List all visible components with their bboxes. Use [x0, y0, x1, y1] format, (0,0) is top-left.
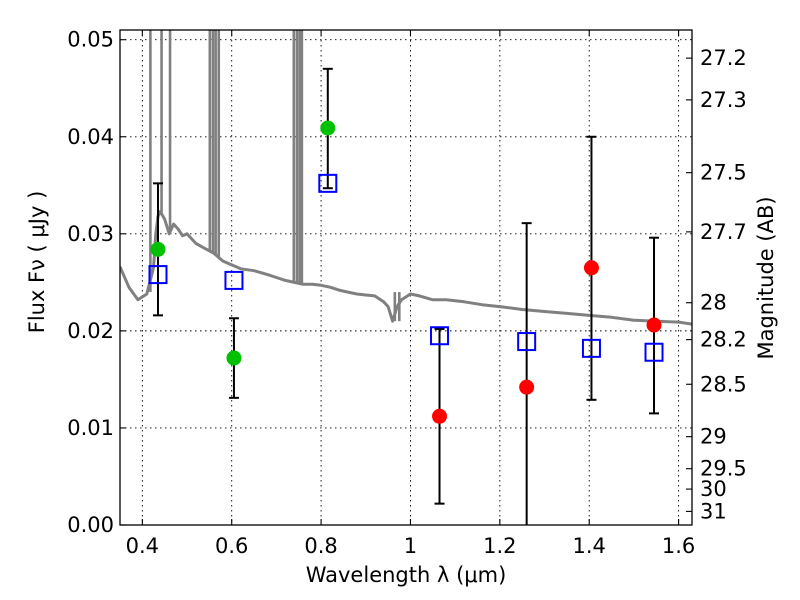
y-axis-label-right: Magnitude (AB) — [754, 196, 778, 359]
model-point-square — [517, 332, 537, 352]
y-axis-label-left: Flux Fν ( μJy ) — [25, 191, 49, 334]
model-point-square — [581, 338, 601, 358]
right-tick-label: 28.2 — [700, 328, 747, 352]
model-point-square — [318, 173, 338, 193]
x-tick-label: 1.6 — [662, 534, 695, 558]
plot-series — [120, 30, 692, 525]
x-tick-label: 0.6 — [215, 534, 248, 558]
model-point-square — [430, 326, 450, 346]
y-tick-label: 0.01 — [67, 416, 114, 440]
axes-frame — [119, 29, 693, 526]
model-point-square — [224, 270, 244, 290]
y-tick-label: 0.04 — [67, 125, 114, 149]
y-tick-label: 0.03 — [67, 222, 114, 246]
y-tick-label: 0.00 — [67, 513, 114, 537]
axes: 0.4 0.6 0.8 1 1.2 1.4 1.6 0.00 0.01 0.02 0.03 0.04 0… — [67, 28, 747, 558]
marginal-detection-point — [646, 317, 662, 333]
model-point-square — [644, 342, 664, 362]
x-tick-label: 1 — [404, 534, 417, 558]
right-tick-label: 27.7 — [700, 220, 747, 244]
right-tick-label: 31 — [700, 499, 727, 523]
x-tick-label: 0.4 — [126, 534, 159, 558]
right-tick-label: 27.5 — [700, 161, 747, 185]
x-tick-label: 0.8 — [304, 534, 337, 558]
detection-point — [226, 350, 242, 366]
plot-area — [120, 30, 692, 525]
right-tick-label: 30 — [700, 477, 727, 501]
grid — [120, 30, 692, 526]
marginal-detection-point — [432, 408, 448, 424]
right-tick-label: 28.5 — [700, 372, 747, 396]
y-tick-label: 0.02 — [67, 319, 114, 343]
right-tick-label: 28 — [700, 291, 727, 315]
right-tick-label: 27.3 — [700, 88, 747, 112]
model-spectrum-line — [120, 210, 692, 326]
right-tick-label: 27.2 — [700, 46, 747, 70]
right-tick-label: 29 — [700, 425, 727, 449]
x-tick-label: 1.4 — [573, 534, 606, 558]
right-tick-label: 29.5 — [700, 457, 747, 481]
marginal-detection-point — [519, 379, 535, 395]
x-tick-label: 1.2 — [483, 534, 516, 558]
y-tick-label: 0.05 — [67, 28, 114, 52]
x-axis-label: Wavelength λ (μm) — [306, 563, 507, 587]
detection-point — [150, 241, 166, 257]
model-point-square — [148, 265, 168, 285]
detection-point — [320, 120, 336, 136]
marginal-detection-point — [583, 260, 599, 276]
